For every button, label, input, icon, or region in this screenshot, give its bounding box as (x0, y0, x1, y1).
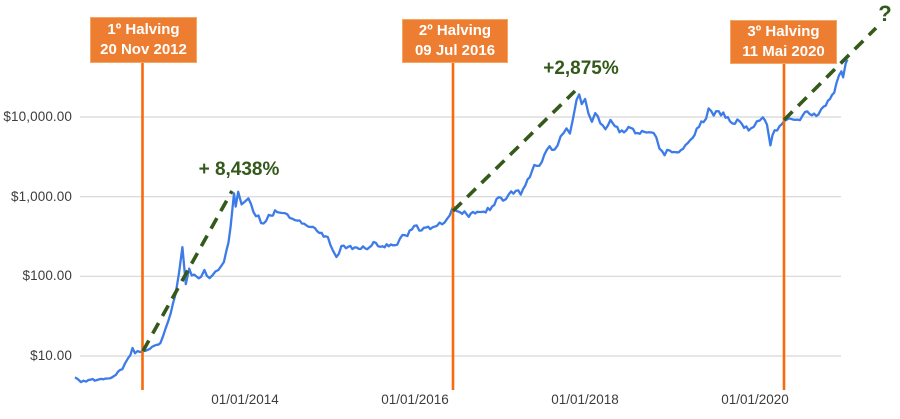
x-axis-tick-2020: 01/01/2020 (721, 392, 789, 407)
y-axis-tick-10: $10.00 (30, 348, 72, 363)
halving-1-label-box: 1º Halving 20 Nov 2012 (90, 17, 197, 63)
halving-2-date: 09 Jul 2016 (414, 42, 496, 59)
halving-3-label-box: 3º Halving 11 Mai 2020 (730, 20, 837, 64)
question-mark-annotation: ? (878, 1, 892, 26)
x-axis-tick-2014: 01/01/2014 (211, 392, 279, 407)
halving-3-date: 11 Mai 2020 (742, 43, 825, 60)
halving-2-title: 2º Halving (418, 22, 492, 39)
gain-annotation-1: + 8,438% (198, 159, 280, 180)
halving-3-title: 3º Halving (747, 23, 820, 40)
x-axis-tick-2016: 01/01/2016 (381, 392, 449, 407)
gain-annotation-2: +2,875% (543, 58, 619, 79)
y-axis-tick-1000: $1,000.00 (11, 189, 72, 204)
y-axis-tick-100: $100.00 (22, 268, 72, 283)
halving-1-date: 20 Nov 2012 (100, 41, 187, 58)
y-axis-tick-10000: $10,000.00 (3, 109, 72, 124)
halving-1-title: 1º Halving (107, 21, 180, 38)
halving-2-label-box: 2º Halving 09 Jul 2016 (402, 19, 508, 63)
x-axis-tick-2018: 01/01/2018 (551, 392, 619, 407)
